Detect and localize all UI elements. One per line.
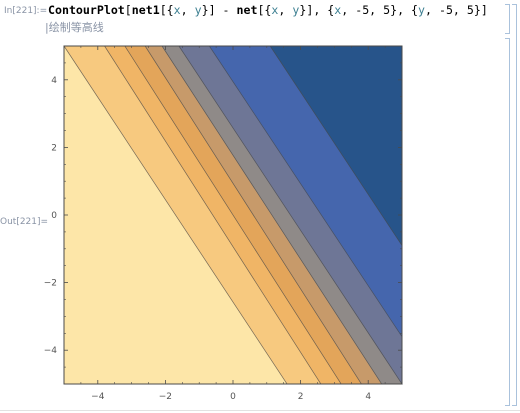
y-tick-label: 2 bbox=[51, 143, 57, 153]
x-axis-ticks: −4 −2 0 2 4 bbox=[63, 46, 403, 402]
output-cell-label: Out[221]= bbox=[0, 217, 49, 227]
contour-line-1 bbox=[63, 45, 288, 385]
contour-line-2 bbox=[104, 45, 322, 385]
code-punct: , -5, 5}, { bbox=[341, 3, 419, 17]
y-axis-ticks: −4 −2 0 2 4 bbox=[44, 45, 402, 385]
code-punct: }], { bbox=[299, 3, 335, 17]
code-variable-x: x bbox=[271, 3, 279, 17]
code-variable-y: y bbox=[292, 3, 300, 17]
code-punct: }] - bbox=[201, 3, 237, 17]
contour-line-3 bbox=[124, 45, 342, 385]
code-annotation: |绘制等高线 bbox=[45, 21, 104, 34]
code-function-net: net bbox=[236, 3, 258, 17]
y-tick-label: −2 bbox=[44, 279, 57, 289]
code-punct: [ bbox=[124, 3, 132, 17]
x-tick-label: 4 bbox=[365, 392, 371, 402]
x-tick-label: −2 bbox=[159, 392, 172, 402]
code-punct: , bbox=[278, 3, 293, 17]
contour-line-4 bbox=[144, 45, 362, 385]
x-tick-label: 2 bbox=[298, 392, 304, 402]
code-punct: , -5, 5}] bbox=[425, 3, 488, 17]
page-bottom-divider bbox=[0, 410, 520, 411]
input-cell-bracket[interactable] bbox=[505, 4, 510, 34]
x-tick-label: −4 bbox=[91, 392, 105, 402]
y-tick-label: −4 bbox=[44, 346, 58, 356]
code-function-net1: net1 bbox=[131, 3, 160, 17]
output-cell-bracket[interactable] bbox=[505, 38, 510, 406]
y-tick-label: 0 bbox=[51, 211, 57, 221]
code-variable-x: x bbox=[173, 3, 181, 17]
code-variable-x: x bbox=[334, 3, 342, 17]
y-tick-label: 4 bbox=[51, 76, 57, 86]
code-punct: [{ bbox=[159, 3, 174, 17]
contour-lines bbox=[63, 45, 403, 385]
cell-group-bracket[interactable] bbox=[512, 4, 517, 406]
input-cell-label: In[221]:= bbox=[4, 6, 48, 16]
input-code[interactable]: ContourPlot[net1[{x, y}] - net[{x, y}], … bbox=[48, 3, 488, 17]
contour-line-5 bbox=[161, 45, 383, 385]
code-punct: [{ bbox=[257, 3, 272, 17]
code-variable-y: y bbox=[194, 3, 202, 17]
code-variable-y: y bbox=[418, 3, 426, 17]
contour-line-6 bbox=[178, 45, 403, 385]
contour-line-8 bbox=[269, 45, 403, 246]
x-tick-label: 0 bbox=[230, 392, 236, 402]
code-function-contourplot: ContourPlot bbox=[48, 3, 125, 17]
contour-line-7 bbox=[209, 45, 403, 337]
code-punct: , bbox=[180, 3, 195, 17]
